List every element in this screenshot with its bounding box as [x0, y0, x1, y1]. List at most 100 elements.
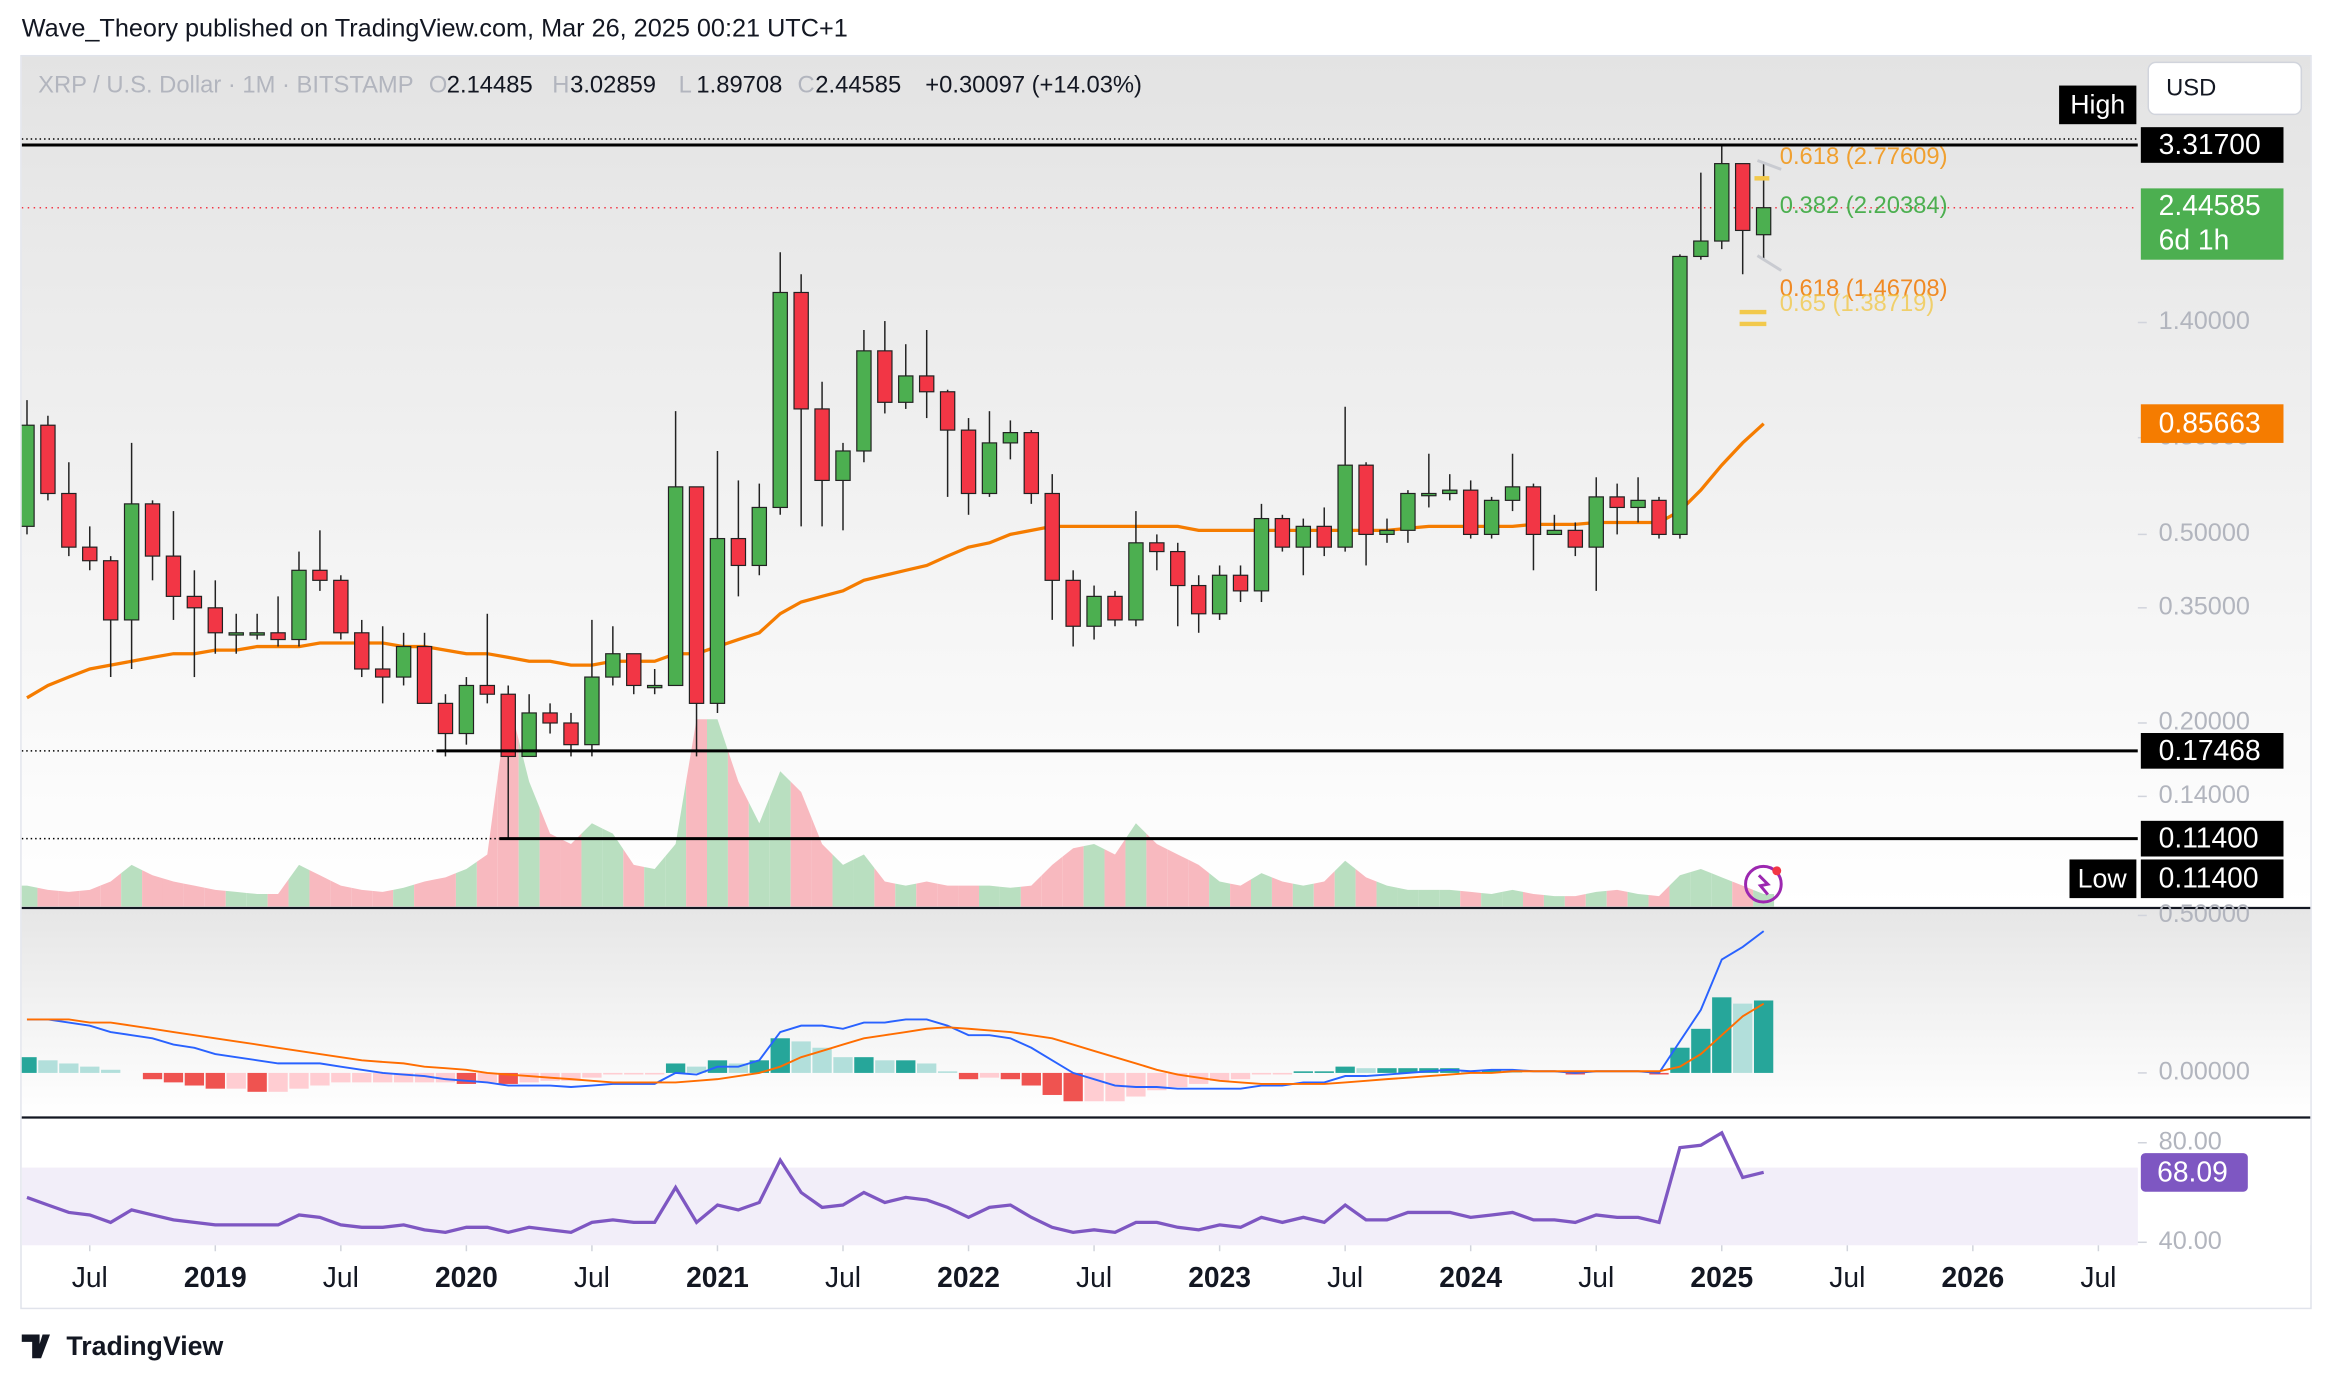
volume-area — [790, 781, 812, 907]
volume-area — [1481, 891, 1503, 907]
macd-bar — [289, 1072, 309, 1089]
x-tick-label: 2021 — [686, 1261, 749, 1293]
x-tick-label: Jul — [1829, 1261, 1865, 1293]
candle-body — [1253, 517, 1270, 592]
volume-area — [560, 833, 582, 907]
volume-area — [1334, 860, 1356, 907]
volume-area — [1439, 889, 1461, 907]
volume-area — [999, 886, 1021, 907]
candle-body — [626, 653, 642, 687]
macd-bar — [435, 1072, 456, 1083]
candle-body — [1400, 492, 1416, 531]
candle-body — [667, 486, 684, 687]
candle-body — [458, 684, 475, 735]
candle-body — [709, 537, 726, 704]
volume-area — [727, 750, 749, 907]
candle-body — [1002, 432, 1019, 444]
macd-bar — [456, 1072, 477, 1084]
brand-logo — [21, 1334, 50, 1359]
tag-box — [2059, 85, 2137, 125]
volume-area — [267, 879, 289, 907]
volume-area — [1125, 823, 1147, 907]
macd-bar — [1063, 1072, 1083, 1102]
candle-body — [416, 645, 433, 704]
candle-body — [939, 391, 956, 431]
macd-bar — [979, 1072, 1000, 1078]
y-tick-label: 0.50000 — [2159, 900, 2250, 928]
macd-bar — [498, 1072, 518, 1084]
candle-body — [312, 569, 328, 581]
candle-body — [1609, 496, 1625, 509]
macd-bar — [414, 1072, 435, 1083]
volume-area — [414, 879, 435, 907]
volume-area — [1355, 869, 1377, 907]
candle-body — [1630, 499, 1646, 509]
volume-area — [1585, 890, 1607, 907]
volume-area — [1209, 873, 1231, 907]
volume-area — [895, 883, 917, 907]
candle-body — [1316, 525, 1332, 548]
volume-area — [1732, 881, 1754, 907]
ohlc-key: L — [679, 71, 692, 98]
macd-bar — [373, 1072, 393, 1083]
macd-bar — [665, 1063, 686, 1073]
macd-bar — [59, 1063, 79, 1073]
candle-body — [1065, 579, 1081, 627]
currency: USD — [2166, 74, 2216, 101]
macd-bar — [184, 1072, 205, 1086]
candle-body — [333, 579, 349, 634]
main-layer — [21, 138, 2138, 907]
candle-body — [856, 350, 872, 452]
candle-body — [1504, 486, 1521, 501]
tag-label: Low — [2078, 863, 2128, 893]
y-tick-label: 0.35000 — [2159, 592, 2250, 620]
level-badge-label: 0.11400 — [2159, 822, 2259, 854]
candle-body — [437, 702, 454, 735]
x-tick-label: Jul — [1578, 1261, 1614, 1293]
volume-area — [1502, 889, 1524, 907]
volume-area — [1146, 833, 1168, 907]
volume-area — [1041, 856, 1063, 907]
volume-area — [204, 887, 226, 907]
macd-bar — [1105, 1072, 1125, 1102]
volume-area — [121, 864, 143, 907]
volume-area — [1669, 872, 1691, 907]
macd-bar — [1042, 1072, 1062, 1095]
candle-body — [793, 291, 809, 410]
rsi-line — [26, 1130, 1765, 1235]
candle-body — [730, 537, 747, 567]
candle-body — [291, 569, 307, 641]
macd-bar — [310, 1072, 330, 1086]
countdown: 6d 1h — [2159, 223, 2230, 255]
candle-body — [61, 492, 77, 548]
macd-bar — [1272, 1072, 1293, 1075]
candle-body — [1379, 529, 1395, 536]
replay-icon[interactable] — [1744, 864, 1783, 904]
macd-bar — [1753, 1000, 1774, 1073]
macd-bar — [1126, 1072, 1146, 1097]
volume-area — [1460, 890, 1482, 907]
level-badge-label: 3.31700 — [2159, 128, 2261, 160]
x-tick-label: 2023 — [1188, 1261, 1251, 1293]
candle-body — [1755, 207, 1772, 236]
macd-bar — [958, 1072, 979, 1080]
volume-area — [853, 854, 875, 907]
volume-area — [1230, 879, 1252, 907]
macd-line — [26, 930, 1765, 1090]
macd-bar — [1147, 1072, 1167, 1091]
candle-body — [228, 632, 244, 636]
candle-body — [1211, 574, 1228, 615]
x-tick-label: Jul — [574, 1261, 610, 1293]
volume-area — [21, 885, 38, 907]
volume-area — [309, 870, 331, 907]
volume-area — [1711, 873, 1733, 907]
fib-label: 0.618 (1.46708) — [1780, 275, 1948, 302]
candle-body — [835, 450, 851, 482]
currency-button[interactable] — [2147, 61, 2303, 116]
candle-body — [1421, 492, 1437, 497]
volume-area — [288, 864, 310, 907]
x-tick-label: Jul — [72, 1261, 108, 1293]
level-badge — [2140, 859, 2284, 899]
macd-bar — [477, 1072, 497, 1083]
